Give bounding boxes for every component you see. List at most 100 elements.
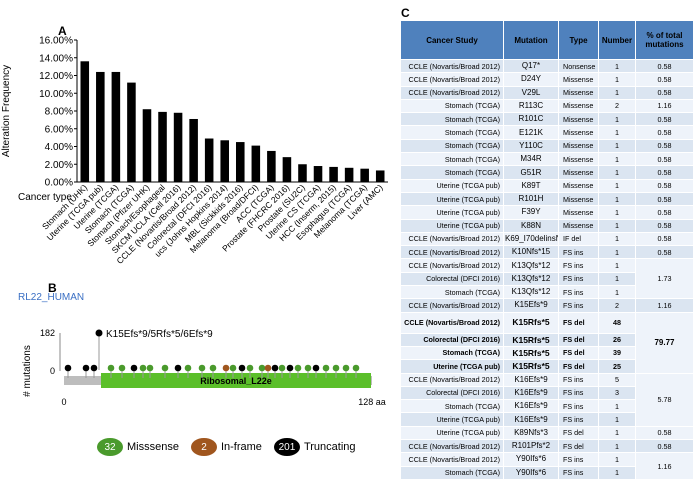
cell-number: 48: [598, 311, 636, 334]
cell-study: Stomach (TCGA): [400, 98, 504, 114]
y-tick-label: 10.00%: [39, 89, 73, 100]
mutation-marker[interactable]: [342, 364, 350, 372]
cell-type: Missense: [558, 72, 599, 87]
mutation-marker[interactable]: [82, 364, 90, 372]
mutation-marker[interactable]: [222, 364, 230, 372]
mutation-marker[interactable]: [294, 364, 302, 372]
cell-number: 1: [598, 85, 636, 100]
table-row: Uterine (TCGA pub) K89T Missense 1 0.58: [400, 178, 694, 193]
cell-mutation: Y110C: [503, 138, 559, 154]
x-axis-label: Cancer type: [18, 192, 72, 203]
mutation-marker[interactable]: [264, 364, 272, 372]
mutation-marker[interactable]: [312, 364, 320, 372]
mutation-marker[interactable]: [246, 364, 254, 372]
mutation-marker[interactable]: [90, 364, 98, 372]
cell-number: 1: [598, 231, 636, 247]
cell-pct: 0.58: [635, 245, 694, 260]
cell-pct: 1.73: [635, 258, 694, 300]
legend-missense: 32 Misssense: [97, 438, 179, 456]
cell-study: CCLE (Novartis/Broad 2012): [400, 452, 504, 467]
cell-mutation: R101C: [503, 112, 559, 127]
mutation-marker[interactable]: [198, 364, 206, 372]
cell-type: FS del: [558, 425, 599, 441]
mutation-marker[interactable]: [209, 364, 217, 372]
legend-truncating: 201 Truncating: [273, 438, 356, 456]
cell-type: FS ins: [558, 285, 599, 300]
cell-mutation: K15Rfs*5: [503, 345, 559, 361]
cell-mutation: K13Qfs*12: [503, 271, 559, 287]
cell-pct: 0.58: [635, 125, 694, 140]
cell-study: CCLE (Novartis/Broad 2012): [400, 85, 504, 100]
mutation-marker[interactable]: [161, 364, 169, 372]
mutation-marker[interactable]: [332, 364, 340, 372]
table-row: CCLE (Novartis/Broad 2012) K10Nfs*15 FS in…: [400, 245, 694, 260]
mutation-marker[interactable]: [286, 364, 294, 372]
cell-pct: 0.58: [635, 165, 694, 180]
legend-missense-label: Misssense: [127, 441, 179, 453]
cell-number: 1: [598, 178, 636, 193]
cell-type: Missense: [558, 152, 599, 167]
cell-type: FS del: [558, 439, 599, 454]
cell-type: FS ins: [558, 465, 599, 480]
mutation-marker[interactable]: [352, 364, 360, 372]
mutation-marker[interactable]: [64, 364, 72, 372]
cell-number: 1: [598, 138, 636, 154]
hotspot-label: K15Efs*9/5Rfs*5/6Efs*9: [106, 329, 213, 340]
mutation-marker[interactable]: [304, 364, 312, 372]
cell-type: FS ins: [558, 372, 599, 387]
cell-mutation: K16Efs*9: [503, 385, 559, 401]
mutation-marker[interactable]: [130, 364, 138, 372]
cell-mutation: K69_I70delinsN: [503, 231, 559, 247]
cell-pct: 0.58: [635, 205, 694, 220]
bar: [80, 61, 90, 182]
bar: [282, 157, 292, 182]
ribosomal-domain[interactable]: [101, 373, 371, 388]
mutation-marker[interactable]: [271, 364, 279, 372]
header-study: Cancer Study: [400, 20, 504, 60]
cell-number: 5: [598, 372, 636, 387]
cell-study: Stomach (TCGA): [400, 165, 504, 180]
cell-pct: 0.58: [635, 72, 694, 87]
mutation-marker[interactable]: [118, 364, 126, 372]
cell-study: CCLE (Novartis/Broad 2012): [400, 231, 504, 247]
cell-number: 1: [598, 465, 636, 480]
cell-type: FS ins: [558, 412, 599, 427]
mutation-marker[interactable]: [322, 364, 330, 372]
bar: [220, 140, 230, 182]
cell-type: Missense: [558, 112, 599, 127]
y-tick-label: 14.00%: [39, 53, 73, 64]
mutation-marker[interactable]: [238, 364, 246, 372]
cell-mutation: G51R: [503, 165, 559, 180]
table-row: CCLE (Novartis/Broad 2012) V29L Missense 1 0…: [400, 85, 694, 100]
mutation-marker[interactable]: [174, 364, 182, 372]
cell-type: FS ins: [558, 245, 599, 260]
mutation-marker[interactable]: [139, 364, 147, 372]
bar: [142, 109, 152, 182]
mutation-marker[interactable]: [278, 364, 286, 372]
mutation-marker[interactable]: [107, 364, 115, 372]
cell-pct: 0.58: [635, 218, 694, 233]
mutation-marker[interactable]: [146, 364, 154, 372]
cell-mutation: K15Efs*9: [503, 298, 559, 313]
mutation-marker[interactable]: [258, 364, 266, 372]
bar: [344, 167, 354, 182]
bar: [375, 170, 385, 182]
cell-mutation: E121K: [503, 125, 559, 140]
table-row: CCLE (Novartis/Broad 2012) Q17* Nonsense 1 0…: [400, 58, 694, 74]
y-tick-label: 8.00%: [45, 107, 73, 118]
hotspot-marker[interactable]: [95, 329, 103, 337]
axis-start-label: 0: [61, 397, 66, 407]
bar: [204, 138, 214, 182]
cell-mutation: D24Y: [503, 72, 559, 87]
cell-number: 2: [598, 98, 636, 114]
cell-study: Uterine (TCGA pub): [400, 205, 504, 220]
bar: [329, 166, 338, 182]
y-tick-label: 12.00%: [39, 71, 73, 82]
mutation-marker[interactable]: [184, 364, 192, 372]
cell-study: Stomach (TCGA): [400, 345, 504, 361]
cell-mutation: K16Efs*9: [503, 399, 559, 414]
bar: [267, 150, 276, 182]
cell-mutation: K10Nfs*15: [503, 245, 559, 260]
cell-type: Missense: [558, 178, 599, 193]
mutation-marker[interactable]: [229, 364, 237, 372]
